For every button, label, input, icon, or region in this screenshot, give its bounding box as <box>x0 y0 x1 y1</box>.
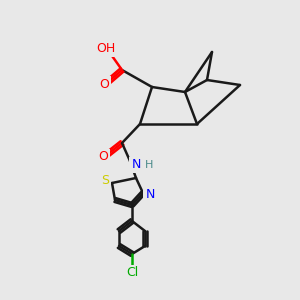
Text: O: O <box>98 151 108 164</box>
Text: Cl: Cl <box>126 266 138 280</box>
Text: H: H <box>145 160 153 170</box>
Text: N: N <box>145 188 155 200</box>
Text: N: N <box>131 158 141 172</box>
Text: S: S <box>101 175 109 188</box>
Text: O: O <box>99 77 109 91</box>
Text: OH: OH <box>96 43 116 56</box>
